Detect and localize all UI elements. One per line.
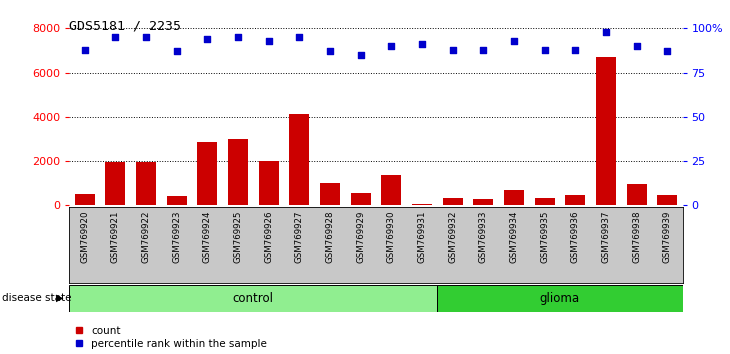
Text: GSM769923: GSM769923	[172, 211, 181, 263]
Point	[477, 47, 489, 52]
Bar	[437, 285, 683, 312]
Bar	[412, 204, 432, 205]
Bar	[657, 195, 677, 205]
Text: GSM769926: GSM769926	[264, 211, 273, 263]
Bar	[534, 198, 555, 205]
Bar	[258, 161, 279, 205]
Text: GSM769936: GSM769936	[571, 211, 580, 263]
Point	[293, 34, 305, 40]
Point	[324, 48, 336, 54]
Text: GSM769928: GSM769928	[326, 211, 334, 263]
Text: GSM769935: GSM769935	[540, 211, 549, 263]
Bar	[626, 184, 647, 205]
Text: GSM769924: GSM769924	[203, 211, 212, 263]
Point	[263, 38, 274, 44]
Text: GSM769939: GSM769939	[663, 211, 672, 263]
Text: GSM769930: GSM769930	[387, 211, 396, 263]
Text: GSM769934: GSM769934	[510, 211, 518, 263]
Text: disease state: disease state	[2, 293, 72, 303]
Point	[385, 43, 397, 49]
Bar	[74, 194, 95, 205]
Text: ▶: ▶	[56, 293, 64, 303]
Bar	[197, 142, 218, 205]
Point	[416, 41, 428, 47]
Point	[232, 34, 244, 40]
Bar	[136, 162, 156, 205]
Text: glioma: glioma	[540, 292, 580, 305]
Text: control: control	[233, 292, 274, 305]
Bar	[320, 183, 340, 205]
Point	[661, 48, 673, 54]
Bar	[381, 176, 402, 205]
Text: GSM769929: GSM769929	[356, 211, 365, 263]
Point	[140, 34, 152, 40]
Bar	[442, 198, 463, 205]
Point	[447, 47, 458, 52]
Bar	[504, 190, 524, 205]
Bar	[69, 285, 437, 312]
Point	[355, 52, 366, 58]
Point	[539, 47, 550, 52]
Bar	[105, 162, 126, 205]
Text: GSM769937: GSM769937	[602, 211, 610, 263]
Text: GSM769931: GSM769931	[418, 211, 426, 263]
Bar	[350, 193, 371, 205]
Point	[600, 29, 612, 35]
Bar	[596, 57, 616, 205]
Bar	[289, 114, 310, 205]
Point	[569, 47, 581, 52]
Point	[508, 38, 520, 44]
Bar	[166, 196, 187, 205]
Text: GSM769938: GSM769938	[632, 211, 641, 263]
Text: GSM769920: GSM769920	[80, 211, 89, 263]
Point	[79, 47, 91, 52]
Point	[110, 34, 121, 40]
Legend: count, percentile rank within the sample: count, percentile rank within the sample	[74, 326, 267, 349]
Text: GSM769927: GSM769927	[295, 211, 304, 263]
Bar	[565, 195, 585, 205]
Text: GSM769932: GSM769932	[448, 211, 457, 263]
Text: GSM769921: GSM769921	[111, 211, 120, 263]
Point	[171, 48, 182, 54]
Bar	[228, 139, 248, 205]
Point	[201, 36, 213, 42]
Text: GSM769922: GSM769922	[142, 211, 150, 263]
Text: GSM769925: GSM769925	[234, 211, 242, 263]
Text: GDS5181 / 2235: GDS5181 / 2235	[69, 19, 181, 33]
Text: GSM769933: GSM769933	[479, 211, 488, 263]
Point	[631, 43, 642, 49]
Bar	[473, 199, 493, 205]
